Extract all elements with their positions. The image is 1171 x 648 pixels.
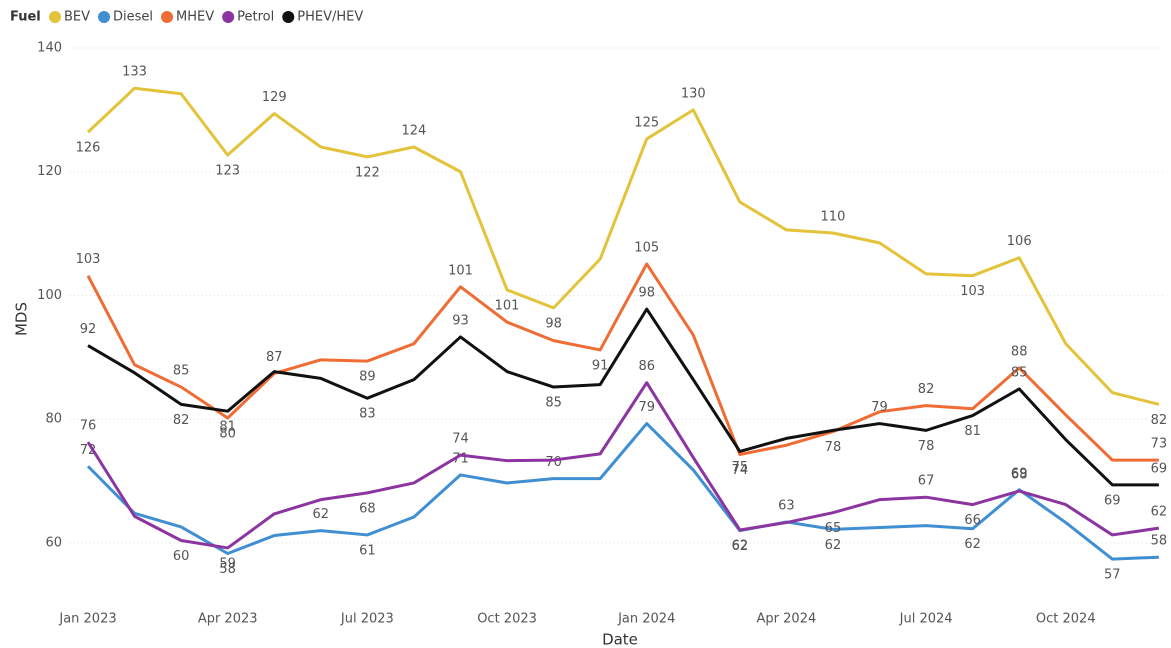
legend-marker <box>98 11 111 23</box>
data-label: 92 <box>80 322 97 337</box>
data-label: 101 <box>448 263 473 278</box>
y-axis-title: MDS <box>13 302 31 336</box>
legend-marker <box>161 11 174 23</box>
data-label: 78 <box>825 440 842 455</box>
data-label: 122 <box>355 165 380 180</box>
legend-label: MHEV <box>176 10 214 25</box>
data-label: 69 <box>1011 466 1028 481</box>
data-label: 82 <box>918 382 935 397</box>
x-tick-label: Apr 2024 <box>757 612 817 627</box>
data-label: 124 <box>402 123 427 138</box>
x-tick-label: Jan 2024 <box>617 612 675 627</box>
data-label: 98 <box>638 286 655 301</box>
data-label: 86 <box>638 359 655 374</box>
data-label: 98 <box>545 316 562 331</box>
data-label: 62 <box>1151 505 1168 520</box>
series-line <box>86 262 1159 462</box>
data-label: 74 <box>452 432 469 447</box>
data-label: 57 <box>1104 568 1121 583</box>
data-label: 123 <box>215 164 240 179</box>
y-tick-label: 80 <box>45 412 62 427</box>
data-label: 62 <box>313 507 330 522</box>
data-label: 110 <box>821 209 846 224</box>
data-label: 130 <box>681 86 706 101</box>
legend-title: Fuel <box>10 10 41 25</box>
legend-marker <box>282 11 295 23</box>
x-tick-label: Apr 2023 <box>198 612 258 627</box>
data-label: 91 <box>592 358 609 373</box>
series-line <box>87 307 1159 487</box>
x-axis-title: Date <box>602 631 638 648</box>
data-label: 75 <box>732 460 749 475</box>
series-line <box>86 381 1160 550</box>
series-line <box>86 422 1159 561</box>
data-label: 82 <box>1151 413 1168 428</box>
data-label: 66 <box>964 513 981 528</box>
legend-marker <box>222 11 235 23</box>
data-label: 101 <box>495 298 520 313</box>
data-label: 68 <box>359 501 376 516</box>
data-label: 85 <box>1011 365 1028 380</box>
data-label: 93 <box>452 313 469 328</box>
data-label: 65 <box>825 521 842 536</box>
legend-label: Diesel <box>113 10 153 25</box>
data-label: 58 <box>219 562 236 577</box>
data-label: 62 <box>732 538 749 553</box>
data-label: 74 <box>732 463 749 478</box>
data-label: 82 <box>173 413 190 428</box>
data-label: 73 <box>1151 437 1168 452</box>
data-label: 79 <box>638 400 655 415</box>
legend-marker <box>49 11 61 23</box>
data-label: 61 <box>359 543 376 558</box>
data-label: 60 <box>173 549 190 564</box>
data-label: 76 <box>80 419 97 434</box>
data-label: 103 <box>76 252 101 267</box>
x-tick-label: Jul 2024 <box>899 612 953 627</box>
y-tick-label: 100 <box>37 288 62 303</box>
data-label: 69 <box>1151 461 1168 476</box>
x-tick-label: Oct 2023 <box>477 612 537 627</box>
y-tick-label: 60 <box>45 535 62 550</box>
legend-label: PHEV/HEV <box>297 10 363 25</box>
data-label: 78 <box>918 439 935 454</box>
data-label: 125 <box>634 115 659 130</box>
data-label: 133 <box>122 65 147 80</box>
data-label: 62 <box>825 538 842 553</box>
legend-label: BEV <box>64 10 90 25</box>
data-label: 129 <box>262 90 287 105</box>
data-label: 62 <box>732 539 749 554</box>
x-tick-label: Jul 2023 <box>340 612 394 627</box>
data-label: 85 <box>173 364 190 379</box>
data-label: 87 <box>266 350 283 365</box>
data-label: 89 <box>359 370 376 385</box>
data-label: 59 <box>219 556 236 571</box>
data-label: 81 <box>219 420 236 435</box>
data-label: 126 <box>76 141 101 156</box>
data-label: 105 <box>634 240 659 255</box>
data-label: 79 <box>871 400 888 415</box>
data-label: 80 <box>219 426 236 441</box>
data-label: 63 <box>778 498 795 513</box>
data-label: 68 <box>1011 468 1028 483</box>
data-label: 62 <box>964 537 981 552</box>
legend-label: Petrol <box>237 10 274 25</box>
y-tick-label: 140 <box>37 41 62 56</box>
series-line <box>86 86 1160 406</box>
data-label: 67 <box>918 474 935 489</box>
x-tick-label: Jan 2023 <box>58 612 116 627</box>
data-label: 58 <box>1151 534 1168 549</box>
data-label: 83 <box>359 407 376 422</box>
y-tick-label: 120 <box>37 164 62 179</box>
x-tick-label: Oct 2024 <box>1036 612 1096 627</box>
data-label: 81 <box>964 424 981 439</box>
data-label: 69 <box>1104 493 1121 508</box>
data-label: 70 <box>545 455 562 470</box>
data-label: 88 <box>1011 344 1028 359</box>
data-label: 103 <box>960 284 985 299</box>
data-label: 85 <box>545 396 562 411</box>
data-label: 106 <box>1007 234 1032 249</box>
